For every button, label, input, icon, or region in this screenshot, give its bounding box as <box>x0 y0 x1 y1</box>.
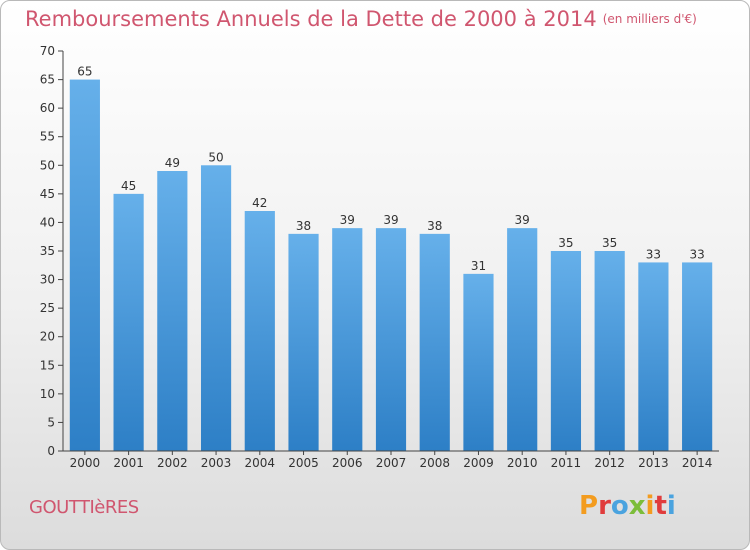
x-tick-label-2014: 2014 <box>682 456 713 470</box>
logo-letter: x <box>628 491 646 521</box>
bar-2011 <box>550 251 582 451</box>
y-tick-label: 30 <box>40 273 55 287</box>
logo-letter: r <box>598 491 611 521</box>
y-axis: 0 5 10 15 20 25 30 35 40 45 50 55 60 65 70 <box>40 44 64 458</box>
y-tick-label: 65 <box>40 73 55 87</box>
x-tick-label-2007: 2007 <box>376 456 407 470</box>
data-label-2003: 50 <box>208 150 223 164</box>
bar-2003 <box>200 165 232 452</box>
data-label-2000: 65 <box>77 65 92 79</box>
bar-2000 <box>69 79 100 452</box>
bar-2012 <box>594 251 625 451</box>
commune-name: GOUTTIèRES <box>29 497 139 518</box>
bar-2001 <box>113 193 144 451</box>
x-tick-label-2012: 2012 <box>594 456 625 470</box>
data-label-2010: 39 <box>515 213 530 227</box>
chart-unit: (en milliers d'€) <box>602 12 697 26</box>
x-tick-label-2003: 2003 <box>201 456 232 470</box>
x-tick-label-2002: 2002 <box>157 456 188 470</box>
y-tick-label: 45 <box>40 187 55 201</box>
y-tick-label: 15 <box>40 358 55 372</box>
data-label-2005: 38 <box>296 219 311 233</box>
chart-title: Remboursements Annuels de la Dette de 20… <box>25 7 697 31</box>
data-label-2013: 33 <box>646 247 661 261</box>
x-tick-label-2004: 2004 <box>245 456 276 470</box>
y-tick-label: 40 <box>40 215 55 229</box>
x-tick-label-2011: 2011 <box>551 456 582 470</box>
logo-letter: P <box>579 491 599 521</box>
y-tick-label: 70 <box>40 44 55 58</box>
y-tick-label: 60 <box>40 101 55 115</box>
x-tick-label-2006: 2006 <box>332 456 363 470</box>
bars-group: 65 45 49 50 42 38 39 39 38 31 39 35 35 33 33 <box>69 65 713 452</box>
data-label-2004: 42 <box>252 196 267 210</box>
data-label-2011: 35 <box>558 236 573 250</box>
bar-2013 <box>638 262 669 451</box>
y-tick-label: 10 <box>40 387 55 401</box>
y-tick-label: 25 <box>40 301 55 315</box>
x-tick-label-2000: 2000 <box>70 456 101 470</box>
data-label-2012: 35 <box>602 236 617 250</box>
y-tick-label: 35 <box>40 244 55 258</box>
y-tick-label: 20 <box>40 330 55 344</box>
bar-2007 <box>375 228 407 451</box>
data-label-2006: 39 <box>340 213 355 227</box>
data-label-2001: 45 <box>121 179 136 193</box>
bar-2008 <box>419 233 450 451</box>
logo-letter: i <box>645 491 655 521</box>
data-label-2009: 31 <box>471 259 486 273</box>
y-tick-label: 55 <box>40 130 55 144</box>
bar-2006 <box>332 228 363 451</box>
bar-2002 <box>157 171 188 451</box>
y-tick-label: 5 <box>47 415 55 429</box>
x-tick-label-2001: 2001 <box>113 456 144 470</box>
y-tick-label: 50 <box>40 158 55 172</box>
data-label-2002: 49 <box>165 156 180 170</box>
x-tick-label-2010: 2010 <box>507 456 538 470</box>
logo-letter: i <box>666 491 676 521</box>
logo-letter: o <box>610 491 629 521</box>
x-tick-label-2013: 2013 <box>638 456 669 470</box>
bar-2004 <box>244 211 275 451</box>
x-axis: 2000 2001 2002 2003 2004 2005 2006 2007 2008 2009… <box>63 450 719 470</box>
bar-2005 <box>288 233 319 451</box>
proxiti-logo[interactable]: Proxiti <box>579 491 676 521</box>
logo-letter: t <box>654 491 667 521</box>
chart-title-text: Remboursements Annuels de la Dette de 20… <box>25 7 597 31</box>
x-tick-label-2005: 2005 <box>288 456 319 470</box>
data-label-2008: 38 <box>427 219 442 233</box>
bar-2009 <box>463 273 494 451</box>
data-label-2007: 39 <box>383 213 398 227</box>
x-tick-label-2009: 2009 <box>463 456 494 470</box>
bar-2010 <box>507 228 538 451</box>
x-tick-label-2008: 2008 <box>419 456 450 470</box>
y-tick-label: 0 <box>47 444 55 458</box>
bar-2014 <box>682 262 713 451</box>
data-label-2014: 33 <box>689 247 704 261</box>
